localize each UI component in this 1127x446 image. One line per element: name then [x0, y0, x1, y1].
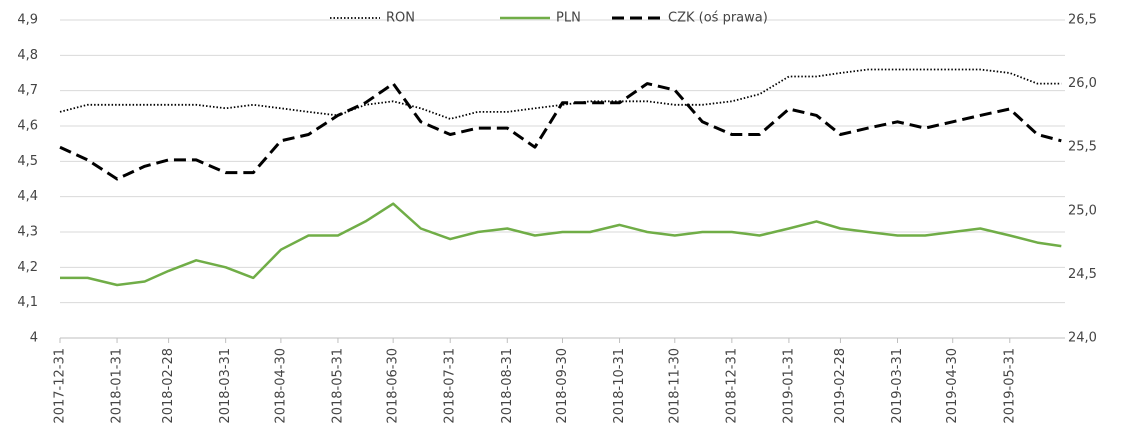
y-tick-label: 4 [30, 331, 38, 346]
legend-label: RON [386, 11, 415, 26]
y2-tick-label: 25,5 [1068, 140, 1097, 155]
y2-tick-label: 26,0 [1068, 76, 1097, 91]
x-tick-label: 2018-04-30 [273, 348, 288, 424]
y2-tick-label: 24,0 [1068, 331, 1097, 346]
x-tick-label: 2018-10-31 [612, 348, 627, 424]
x-tick-label: 2018-11-30 [667, 348, 682, 424]
x-tick-label: 2019-03-31 [890, 348, 905, 424]
y-tick-label: 4,9 [17, 13, 38, 28]
y-tick-label: 4,3 [17, 225, 38, 240]
x-tick-label: 2018-01-31 [110, 348, 125, 424]
series-line [59, 68, 1062, 120]
y-tick-label: 4,4 [17, 189, 38, 204]
y2-tick-label: 26,5 [1068, 13, 1097, 28]
x-tick-label: 2018-12-31 [724, 348, 739, 424]
x-tick-label: 2018-03-31 [218, 348, 233, 424]
legend-label: PLN [556, 11, 581, 26]
x-tick-label: 2018-06-30 [386, 348, 401, 424]
y-tick-label: 4,7 [17, 83, 38, 98]
x-tick-label: 2018-07-31 [443, 348, 458, 424]
x-tick-label: 2018-05-31 [330, 348, 345, 424]
legend-label: CZK (oś prawa) [668, 11, 768, 26]
y-tick-label: 4,2 [17, 260, 38, 275]
y-tick-label: 4,1 [17, 295, 38, 310]
x-tick-label: 2018-02-28 [161, 348, 176, 424]
y-tick-label: 4,5 [17, 154, 38, 169]
x-tick-label: 2018-08-31 [500, 348, 515, 424]
x-tick-label: 2019-04-30 [945, 348, 960, 424]
x-tick-label: 2019-05-31 [1002, 348, 1017, 424]
x-tick-label: 2019-01-31 [781, 348, 796, 424]
y2-tick-label: 25,0 [1068, 203, 1097, 218]
series-line [59, 82, 1062, 181]
x-tick-label: 2018-09-30 [555, 348, 570, 424]
x-tick-label: 2019-02-28 [833, 348, 848, 424]
y2-tick-label: 24,5 [1068, 267, 1097, 282]
y-tick-label: 4,8 [17, 48, 38, 63]
series-line [60, 202, 1062, 287]
x-tick-label: 2017-12-31 [53, 348, 68, 424]
y-tick-label: 4,6 [17, 119, 38, 134]
